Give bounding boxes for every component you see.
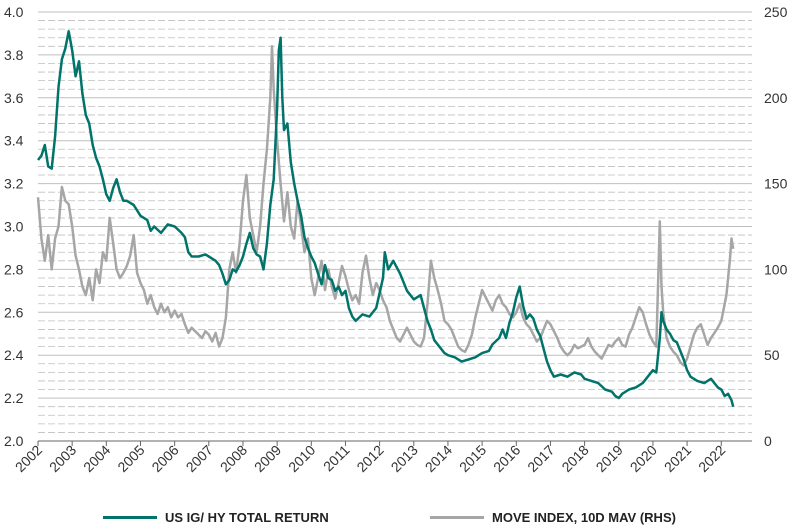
y2-tick-label: 250	[764, 4, 788, 20]
y-tick-label: 3.2	[4, 176, 24, 192]
x-tick-label: 2016	[490, 442, 523, 475]
legend-label-total-return: US IG/ HY TOTAL RETURN	[165, 510, 329, 525]
series-line-move-index	[36, 45, 735, 367]
x-tick-label: 2004	[80, 442, 113, 475]
x-tick-label: 2007	[183, 442, 216, 475]
x-tick-label: 2018	[558, 442, 591, 475]
x-tick-label: 2003	[46, 442, 79, 475]
x-tick-label: 2008	[217, 442, 250, 475]
legend-item-move-index: MOVE INDEX, 10D MAV (RHS)	[430, 510, 676, 525]
x-tick-label: 2015	[456, 442, 489, 475]
x-axis: 2002 2003 2004 2005 2006 2007 2008 2009 2010 2011…	[12, 440, 752, 475]
y2-tick-label: 0	[764, 433, 772, 449]
y-axis-left: 2.0 2.2 2.4 2.6 2.8 3.0 3.2 3.4 3.6 3.8 4.0	[4, 4, 24, 449]
legend: US IG/ HY TOTAL RETURN MOVE INDEX, 10D M…	[0, 510, 797, 530]
y-tick-label: 2.0	[4, 433, 24, 449]
series-line-total-return	[37, 30, 735, 408]
y2-tick-label: 200	[764, 90, 788, 106]
legend-swatch-total-return	[103, 516, 157, 519]
series-lines	[36, 30, 735, 408]
y-tick-label: 2.2	[4, 390, 24, 406]
y-tick-label: 2.8	[4, 261, 24, 277]
x-tick-label: 2010	[285, 442, 318, 475]
y-tick-label: 3.0	[4, 219, 24, 235]
x-tick-label: 2009	[251, 442, 284, 475]
y-tick-label: 2.6	[4, 304, 24, 320]
y-tick-label: 3.6	[4, 90, 24, 106]
x-tick-label: 2020	[627, 442, 660, 475]
gridlines	[38, 11, 752, 442]
y-tick-label: 4.0	[4, 4, 24, 20]
y2-tick-label: 100	[764, 261, 788, 277]
y-axis-right: 0 50 100 150 200 250	[764, 4, 788, 449]
x-tick-label: 2021	[661, 442, 694, 475]
y-tick-label: 3.8	[4, 47, 24, 63]
chart: 2.0 2.2 2.4 2.6 2.8 3.0 3.2 3.4 3.6 3.8 4.0 0 50 100…	[4, 4, 788, 475]
legend-swatch-move-index	[430, 516, 484, 519]
x-tick-label: 2022	[695, 442, 728, 475]
y2-tick-label: 50	[764, 347, 780, 363]
x-tick-label: 2014	[422, 442, 455, 475]
legend-item-total-return: US IG/ HY TOTAL RETURN	[103, 510, 329, 525]
legend-label-move-index: MOVE INDEX, 10D MAV (RHS)	[492, 510, 676, 525]
x-tick-label: 2013	[388, 442, 421, 475]
x-tick-label: 2006	[148, 442, 181, 475]
x-tick-label: 2005	[114, 442, 147, 475]
y-tick-label: 3.4	[4, 133, 24, 149]
x-tick-label: 2017	[524, 442, 557, 475]
x-tick-label: 2019	[593, 442, 626, 475]
y-tick-label: 2.4	[4, 347, 24, 363]
x-tick-label: 2012	[353, 442, 386, 475]
y2-tick-label: 150	[764, 176, 788, 192]
x-tick-label: 2011	[320, 442, 353, 475]
